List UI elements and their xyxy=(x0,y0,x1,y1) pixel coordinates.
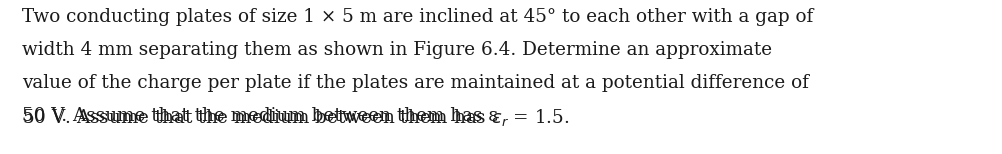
Text: width 4 mm separating them as shown in Figure 6.4. Determine an approximate: width 4 mm separating them as shown in F… xyxy=(22,41,772,59)
Text: 50 V. Assume that the medium between them has $\varepsilon_r$ = 1.5.: 50 V. Assume that the medium between the… xyxy=(22,107,569,128)
Text: value of the charge per plate if the plates are maintained at a potential differ: value of the charge per plate if the pla… xyxy=(22,74,808,92)
Text: 50 V. Assume that the medium between them has ε: 50 V. Assume that the medium between the… xyxy=(22,107,497,125)
Text: Two conducting plates of size 1 × 5 m are inclined at 45° to each other with a g: Two conducting plates of size 1 × 5 m ar… xyxy=(22,8,813,26)
